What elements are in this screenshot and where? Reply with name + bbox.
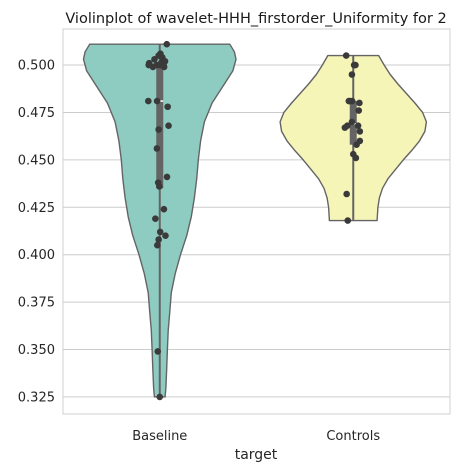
y-tick-label: 0.500 bbox=[18, 59, 55, 74]
data-point bbox=[343, 190, 350, 198]
data-point bbox=[156, 393, 164, 401]
data-point bbox=[348, 118, 356, 126]
chart-title: Violinplot of wavelet-HHH_firstorder_Uni… bbox=[65, 11, 446, 27]
data-point bbox=[348, 71, 356, 78]
x-axis-title: target bbox=[235, 447, 278, 463]
data-point bbox=[342, 52, 350, 59]
data-point bbox=[353, 141, 360, 148]
data-point bbox=[156, 183, 163, 190]
data-point bbox=[152, 215, 159, 222]
x-tick-label: Baseline bbox=[132, 429, 187, 444]
data-point bbox=[154, 348, 162, 355]
data-point bbox=[355, 107, 363, 114]
data-point bbox=[341, 124, 349, 131]
y-tick-label: 0.375 bbox=[18, 296, 55, 311]
data-point bbox=[149, 63, 157, 71]
y-tick-labels: 0.325 0.350 0.375 0.400 0.425 0.450 0.475 0.500 bbox=[18, 59, 55, 406]
data-point bbox=[348, 97, 356, 105]
plot-frame bbox=[62, 28, 451, 415]
x-tick-label: Controls bbox=[326, 429, 380, 444]
y-tick-label: 0.450 bbox=[18, 153, 55, 168]
x-tick-labels: Baseline Controls bbox=[132, 429, 380, 444]
y-tick-label: 0.325 bbox=[18, 390, 55, 405]
data-point bbox=[153, 97, 161, 105]
data-point bbox=[154, 241, 161, 249]
data-point bbox=[155, 236, 162, 243]
y-tick-label: 0.350 bbox=[18, 343, 55, 358]
y-tick-label: 0.425 bbox=[18, 201, 55, 216]
data-point bbox=[352, 154, 360, 162]
data-point bbox=[151, 56, 158, 63]
data-point bbox=[165, 122, 172, 130]
data-point bbox=[163, 173, 171, 181]
data-point bbox=[155, 126, 162, 133]
data-point bbox=[162, 232, 169, 240]
data-point bbox=[356, 128, 364, 135]
data-point bbox=[153, 145, 161, 152]
data-point bbox=[344, 217, 352, 224]
y-tick-label: 0.400 bbox=[18, 248, 55, 263]
data-point bbox=[356, 99, 363, 107]
data-point bbox=[354, 122, 362, 130]
data-point bbox=[145, 97, 152, 105]
data-point bbox=[352, 61, 359, 69]
data-point bbox=[160, 205, 168, 213]
data-point bbox=[160, 63, 168, 71]
data-point bbox=[164, 103, 171, 111]
data-point bbox=[163, 40, 171, 48]
data-points bbox=[145, 40, 364, 401]
y-tick-label: 0.475 bbox=[18, 106, 55, 121]
data-point bbox=[156, 228, 164, 236]
